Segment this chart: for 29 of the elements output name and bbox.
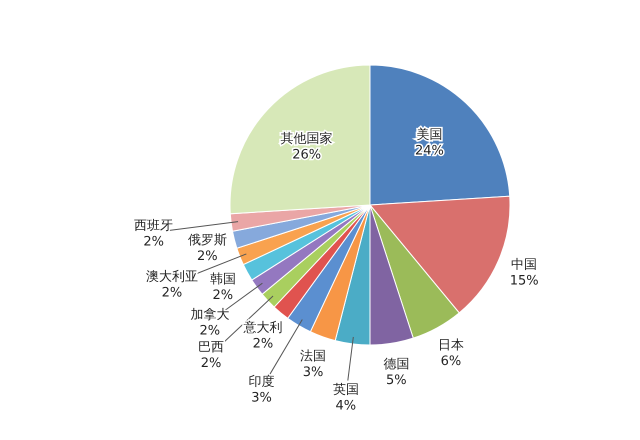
slice-label: 西班牙 [134,218,174,234]
data-label: 2% [200,356,222,372]
data-label: 2% [143,234,164,250]
data-label: 15% [510,274,539,289]
slice-label: 印度 [248,373,275,390]
data-label: 24% [414,144,444,159]
slice-label: 巴西 [198,340,224,356]
data-label: 2% [200,323,220,338]
data-label: 26% [292,148,322,163]
data-label: 2% [196,248,218,264]
data-label: 2% [212,288,234,303]
slice-label: 俄罗斯 [188,232,227,248]
slice-label: 意大利 [242,320,282,336]
data-label: 3% [251,390,272,406]
data-label: 4% [336,398,356,414]
slice-label: 日本 [438,338,464,354]
slice-label: 德国 [383,356,410,372]
slice-label: 加拿大 [190,307,230,322]
slice-label: 英国 [332,382,359,398]
data-label: 2% [162,285,182,300]
data-label: 6% [440,354,462,370]
slice-label: 中国 [511,258,538,273]
slice-label: 其他国家 [280,130,333,147]
slice-label: 法国 [300,349,326,364]
data-label: 3% [302,365,324,380]
data-label: 5% [386,372,407,388]
slice-label: 美国 [416,126,442,143]
slice-label: 韩国 [210,272,236,287]
data-label: 2% [252,336,274,352]
